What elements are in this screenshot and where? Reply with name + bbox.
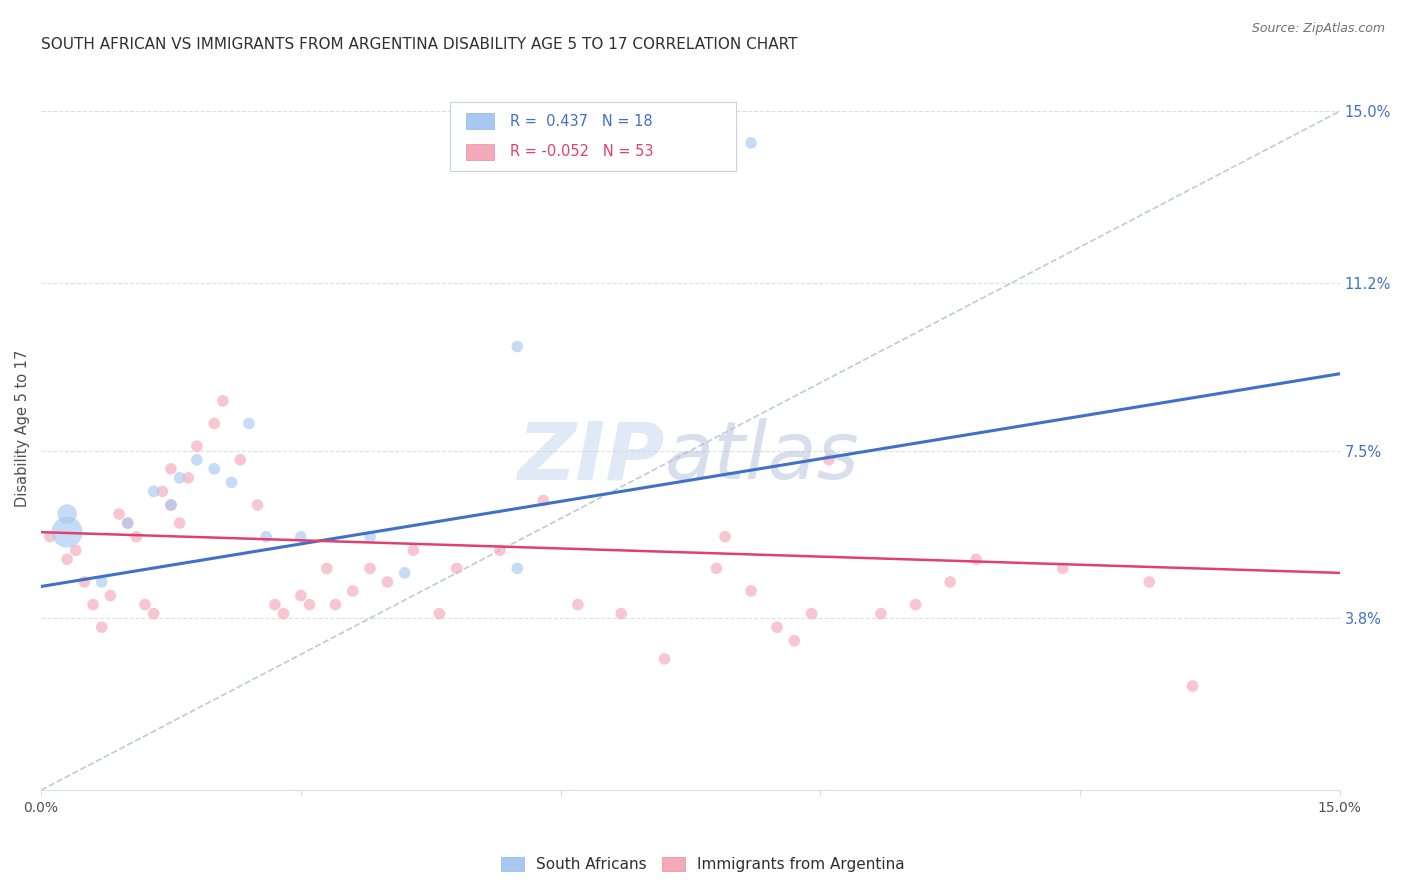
Point [315,561,337,575]
Text: R =  0.437   N = 18: R = 0.437 N = 18 [510,114,652,129]
Point [202,417,225,431]
Point [238,417,260,431]
Point [169,471,191,485]
Point [446,561,468,575]
Point [610,607,633,621]
Point [325,598,347,612]
Point [342,584,364,599]
Point [117,516,139,530]
Point [904,598,927,612]
Point [506,340,529,354]
Y-axis label: Disability Age 5 to 17: Disability Age 5 to 17 [15,350,30,507]
Point [706,561,728,575]
Legend: South Africans, Immigrants from Argentina: South Africans, Immigrants from Argentin… [494,849,912,880]
Point [150,484,173,499]
Point [160,498,183,512]
Point [142,607,165,621]
Point [212,393,235,408]
Point [56,552,79,566]
Point [117,516,139,530]
Point [740,584,762,599]
Text: atlas: atlas [665,418,859,496]
Text: Source: ZipAtlas.com: Source: ZipAtlas.com [1251,22,1385,36]
Point [246,498,269,512]
Point [169,516,191,530]
Point [186,452,208,467]
Point [818,452,841,467]
Point [229,452,252,467]
Point [100,589,122,603]
Point [125,530,148,544]
Point [65,543,87,558]
Point [870,607,893,621]
Point [766,620,789,634]
FancyBboxPatch shape [465,144,495,160]
Point [38,530,60,544]
Point [73,574,96,589]
Point [298,598,321,612]
Point [402,543,425,558]
Point [90,620,112,634]
Point [427,607,450,621]
Point [221,475,243,490]
Point [263,598,285,612]
FancyBboxPatch shape [465,113,495,129]
Point [359,530,381,544]
Point [654,652,676,666]
Point [1052,561,1074,575]
Point [1181,679,1204,693]
Point [714,530,737,544]
Point [506,561,529,575]
Point [377,574,399,589]
Point [254,530,277,544]
Point [290,530,312,544]
Point [160,462,183,476]
Point [800,607,823,621]
Point [359,561,381,575]
Point [186,439,208,453]
Point [394,566,416,580]
Point [783,633,806,648]
Point [56,525,79,540]
Point [273,607,295,621]
Point [531,493,554,508]
Point [740,136,762,150]
Point [56,507,79,521]
Point [489,543,512,558]
Point [108,507,131,521]
Point [82,598,104,612]
Point [290,589,312,603]
Text: SOUTH AFRICAN VS IMMIGRANTS FROM ARGENTINA DISABILITY AGE 5 TO 17 CORRELATION CH: SOUTH AFRICAN VS IMMIGRANTS FROM ARGENTI… [41,37,797,53]
Point [1137,574,1160,589]
Point [965,552,987,566]
Text: R = -0.052   N = 53: R = -0.052 N = 53 [510,145,654,159]
Point [567,598,589,612]
Point [160,498,183,512]
Point [939,574,962,589]
FancyBboxPatch shape [450,103,735,171]
Point [142,484,165,499]
Text: ZIP: ZIP [517,418,665,496]
Point [177,471,200,485]
Point [202,462,225,476]
Point [90,574,112,589]
Point [134,598,156,612]
